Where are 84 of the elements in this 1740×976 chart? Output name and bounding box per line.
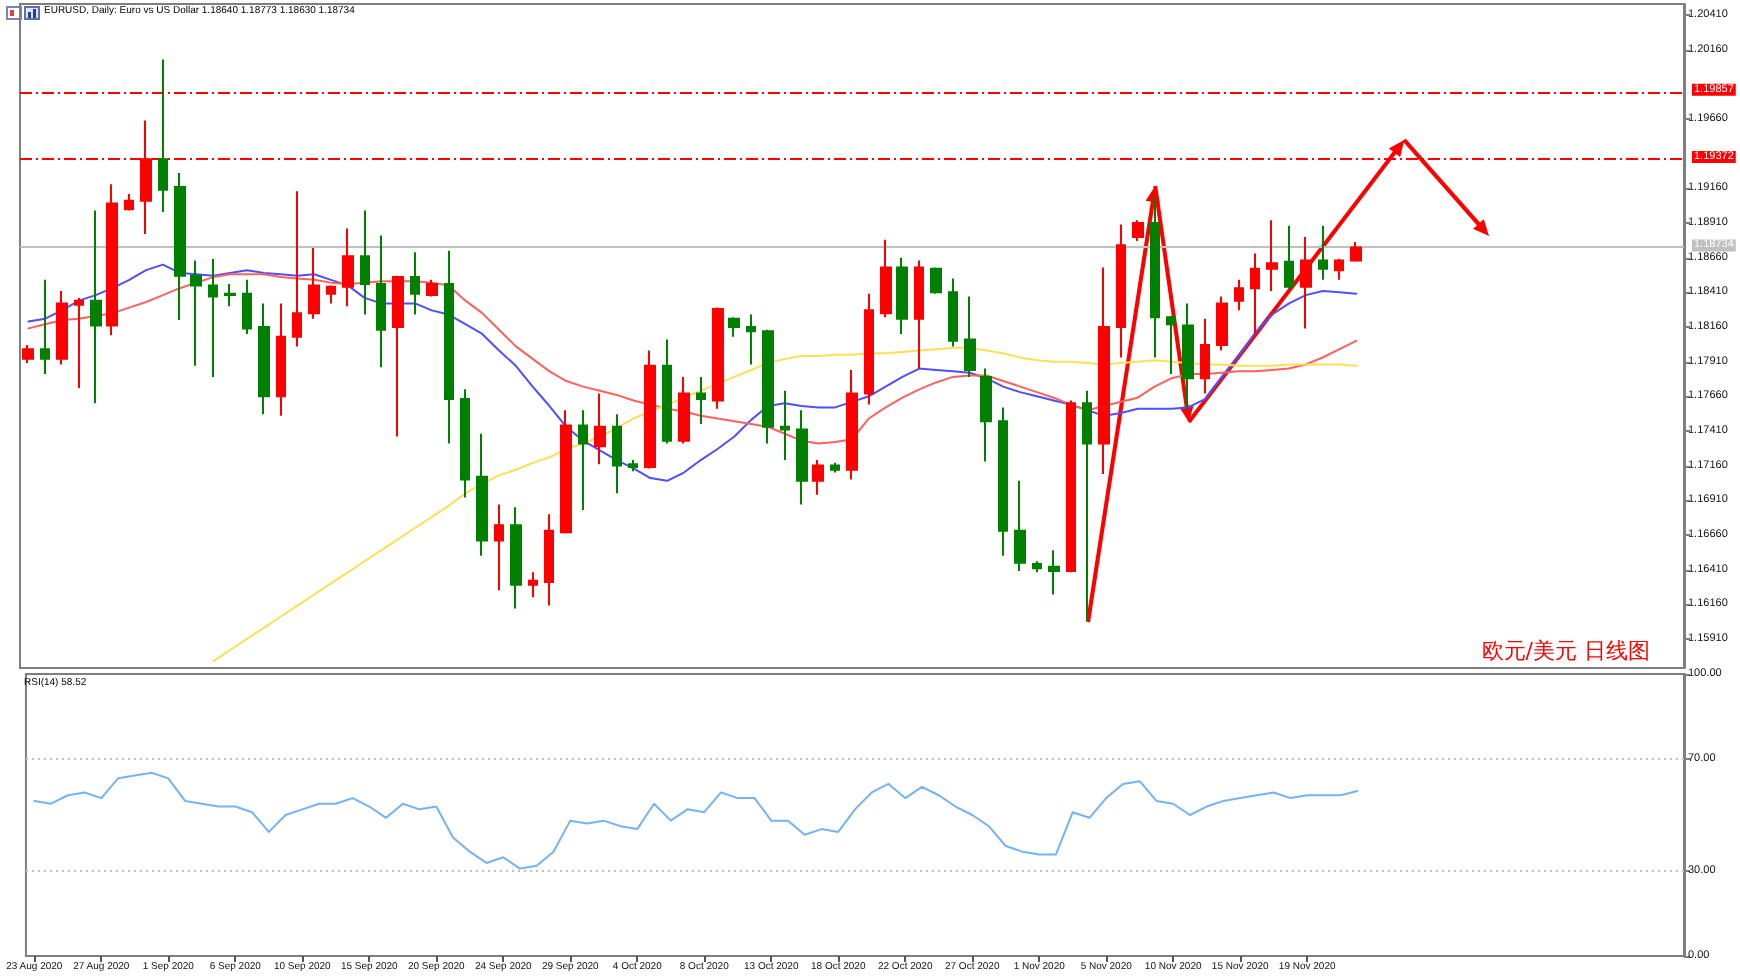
candlestick [930,266,942,295]
candlestick [1014,479,1026,572]
candlestick [578,409,588,511]
candlestick [746,313,756,366]
candlestick [998,406,1008,557]
candlestick [124,192,134,212]
candlestick [1334,258,1344,281]
candlestick [242,278,252,335]
candlestick [528,571,538,599]
candlestick [1300,235,1312,330]
candlestick [1318,224,1328,281]
candlestick [258,302,270,416]
candlestick [190,259,202,367]
candlestick [728,316,740,338]
candlestick [780,389,790,462]
candlestick [74,296,84,389]
text: 欧元/美元 日线图 [1481,638,1650,664]
candlestick [948,277,958,348]
candlestick [594,392,606,466]
candlestick [90,209,102,405]
candlestick [292,190,302,348]
candlestick [560,409,572,535]
candlestick [896,256,908,335]
candlestick [696,375,706,426]
candlestick [22,344,34,365]
candlestick [880,238,892,319]
candlestick [1048,549,1060,596]
candlestick [510,506,522,610]
candlestick [1234,278,1244,312]
candlestick [1098,266,1110,475]
candlestick [1350,241,1362,263]
candlestick [678,375,690,445]
candlestick [796,409,808,506]
candlestick [174,172,186,322]
candlestick [410,251,420,316]
candlestick [964,295,976,378]
candlestick [158,58,168,213]
candlestick [980,367,992,463]
candlestick [460,388,470,499]
candlestick [812,459,824,496]
candlestick [476,432,488,557]
candlestick [1032,560,1042,574]
candlestick [308,246,320,320]
candlestick [762,328,774,445]
line-series [27,273,1358,445]
candlestick [40,278,50,376]
candlestick [544,513,554,607]
candlestick [662,338,672,445]
candlestick [1200,317,1210,395]
candlestick [444,249,454,445]
candlestick [1082,389,1092,622]
candlestick [712,306,724,410]
candlestick [360,209,370,316]
candlestick [1216,295,1228,352]
line-series [33,771,1359,870]
candlestick [1116,223,1126,359]
candlestick [846,368,858,481]
candlestick [224,283,236,308]
candlestick [106,183,118,337]
candlestick [864,292,874,406]
candlestick [1266,219,1278,292]
candlestick [612,413,622,495]
candlestick [1166,314,1176,376]
candlestick [1250,252,1260,335]
candlestick [1182,302,1194,410]
candlestick [914,259,924,370]
candlestick [1132,219,1144,243]
line-series [27,263,1358,482]
candlestick [276,302,286,417]
line-series [212,346,1358,663]
candlestick [392,274,404,438]
candlestick [494,503,504,592]
candlestick [644,349,656,470]
candlestick [628,459,638,473]
candlestick [326,284,336,305]
candlestick [208,258,218,378]
candlestick [56,289,68,366]
candlestick [1284,224,1294,290]
candlestick [426,278,438,298]
candlestick [1150,195,1160,359]
candlestick [342,227,354,308]
candlestick [1066,399,1076,574]
candlestick [376,234,386,369]
candlestick [830,461,840,474]
